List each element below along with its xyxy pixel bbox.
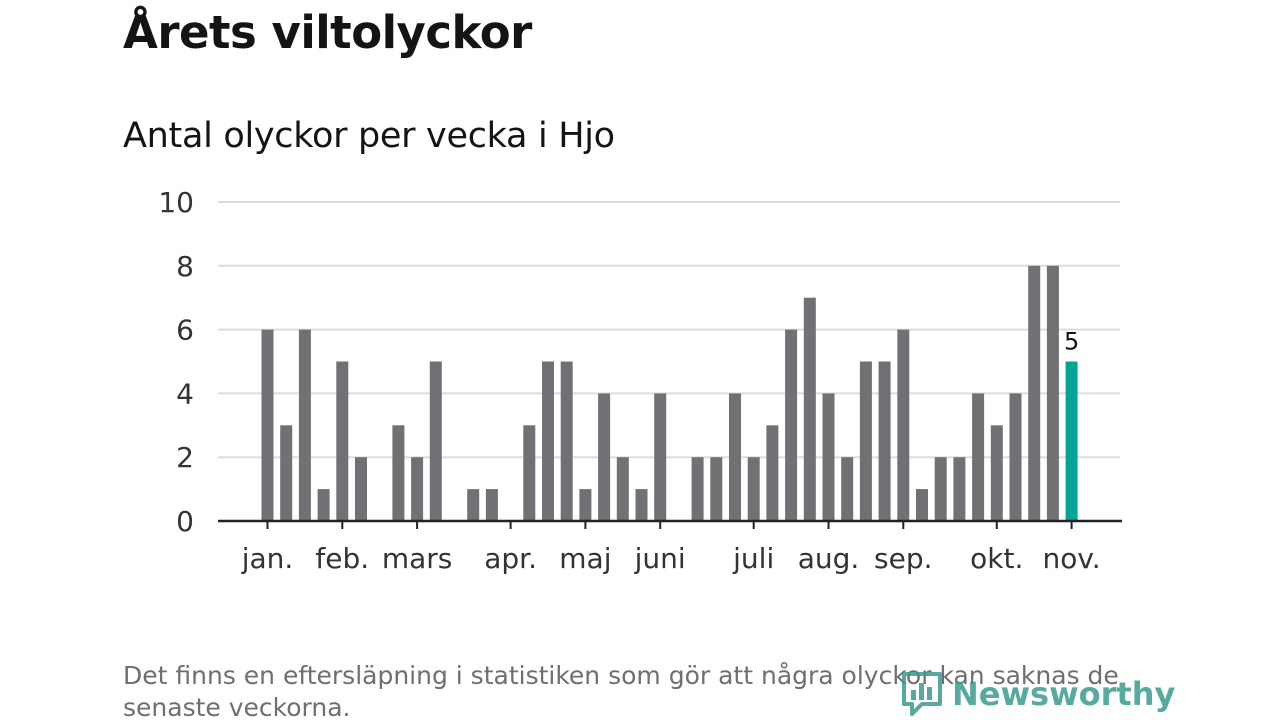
bar xyxy=(934,457,947,521)
bar xyxy=(766,425,779,521)
chart-title: Årets viltolyckor xyxy=(123,6,532,59)
bar xyxy=(1009,393,1022,521)
bar xyxy=(990,425,1003,521)
bar xyxy=(953,457,966,521)
y-tick-label: 8 xyxy=(176,250,194,283)
bar xyxy=(916,489,928,521)
bar xyxy=(579,489,592,521)
x-tick-label: okt. xyxy=(970,542,1023,575)
bar xyxy=(429,361,442,521)
bar xyxy=(841,457,854,521)
bar xyxy=(616,457,629,521)
bar xyxy=(298,329,311,521)
bar xyxy=(747,457,760,521)
bar xyxy=(654,393,667,521)
y-tick-label: 10 xyxy=(158,186,194,219)
newsworthy-chart-icon xyxy=(902,672,942,716)
x-tick-label: juni xyxy=(634,542,686,575)
bar xyxy=(392,425,405,521)
bars xyxy=(261,265,1078,521)
y-tick-label: 6 xyxy=(176,314,194,347)
x-tick-label: jan. xyxy=(241,542,294,575)
bar xyxy=(785,329,798,521)
bar xyxy=(317,489,330,521)
bar xyxy=(336,361,349,521)
bar xyxy=(355,457,367,521)
bar xyxy=(542,361,554,521)
x-tick-label: juli xyxy=(732,542,774,575)
chart-subtitle: Antal olyckor per vecka i Hjo xyxy=(123,116,615,156)
bar xyxy=(467,489,480,521)
bar xyxy=(598,393,611,521)
bar xyxy=(1028,265,1041,521)
bar xyxy=(560,361,573,521)
footnote: Det finns en eftersläpning i statistiken… xyxy=(123,661,1119,720)
bar xyxy=(972,393,985,521)
bar xyxy=(635,489,648,521)
bar xyxy=(261,329,274,521)
x-tick-label: feb. xyxy=(315,542,369,575)
bar xyxy=(411,457,424,521)
bar xyxy=(485,489,498,521)
x-axis-ticks: jan. feb. mars apr. maj juni juli aug. sep. okt. n… xyxy=(241,521,1101,575)
bar xyxy=(878,361,891,521)
bar-highlight xyxy=(1065,361,1078,521)
bar xyxy=(280,425,293,521)
bar xyxy=(729,393,741,521)
y-tick-label: 2 xyxy=(176,441,194,474)
data-labels: 5 xyxy=(1064,328,1079,356)
bar xyxy=(822,393,835,521)
x-tick-label: maj xyxy=(559,542,611,575)
x-tick-label: mars xyxy=(382,542,453,575)
x-tick-label: apr. xyxy=(484,542,537,575)
y-axis-ticks: 0 2 4 6 8 10 xyxy=(158,186,194,538)
bar xyxy=(1046,265,1059,521)
x-tick-label: sep. xyxy=(874,542,933,575)
logo-text: Newsworthy xyxy=(952,675,1176,713)
y-tick-label: 0 xyxy=(176,505,194,538)
newsworthy-logo: Newsworthy xyxy=(900,668,1175,720)
data-label: 5 xyxy=(1064,328,1079,356)
gridlines xyxy=(218,201,1120,459)
bar xyxy=(859,361,872,521)
x-tick-label: nov. xyxy=(1043,542,1101,575)
bar xyxy=(710,457,723,521)
bar xyxy=(691,457,704,521)
x-tick-label: aug. xyxy=(798,542,860,575)
bar xyxy=(897,329,910,521)
bar xyxy=(523,425,536,521)
y-tick-label: 4 xyxy=(176,377,194,410)
bar xyxy=(803,297,816,521)
